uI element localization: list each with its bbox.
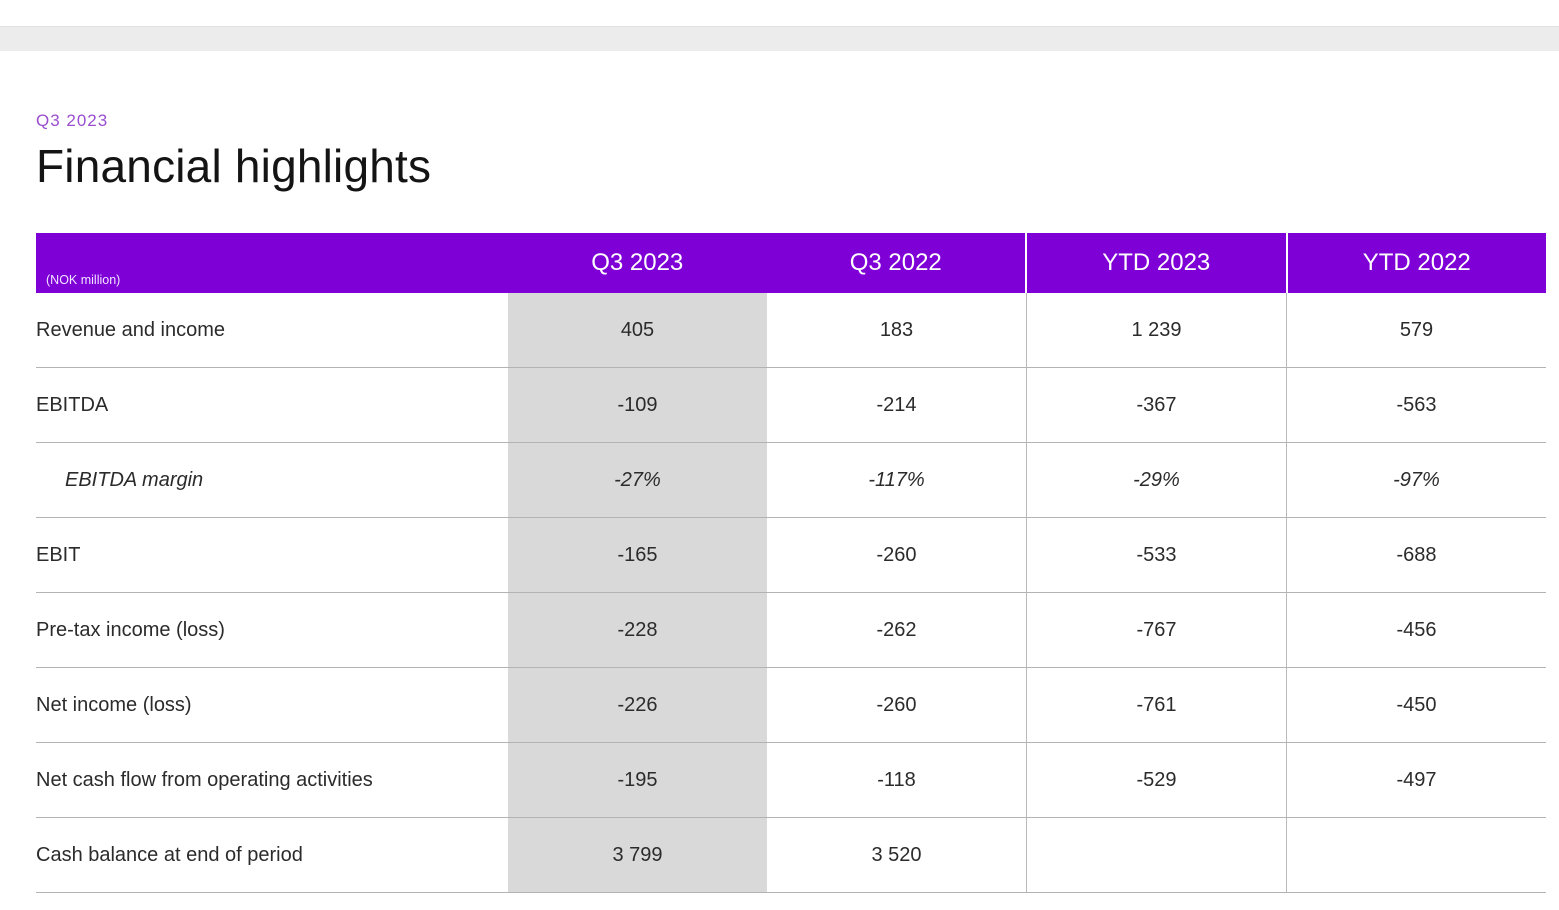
cell-value: -118 <box>877 768 916 791</box>
app-toolbar-strip <box>0 27 1559 51</box>
column-header-ytd-2022: YTD 2022 <box>1285 233 1547 293</box>
table-row-net-income: Net income (loss) -226 -260 -761 -450 <box>36 668 1546 743</box>
table-row-ebitda-margin: EBITDA margin -27% -117% -29% -97% <box>36 443 1546 518</box>
table-header-row: (NOK million) Q3 2023 Q3 2022 YTD 2023 Y… <box>36 233 1546 293</box>
cell-value: 3 799 <box>508 818 767 892</box>
table-row-revenue: Revenue and income 405 183 1 239 579 <box>36 293 1546 368</box>
row-label: Net income (loss) <box>36 693 192 716</box>
cell-value: -367 <box>1026 368 1286 442</box>
cell-value: 1 239 <box>1026 293 1286 367</box>
cell-value: -450 <box>1286 668 1546 742</box>
cell-value: 183 <box>879 318 914 341</box>
cell-value: -165 <box>508 518 767 592</box>
column-header-ytd-2023: YTD 2023 <box>1025 233 1286 293</box>
table-row-net-cash-flow: Net cash flow from operating activities … <box>36 743 1546 818</box>
column-header-q3-2023: Q3 2023 <box>591 249 684 276</box>
cell-value: -688 <box>1286 518 1546 592</box>
row-label: EBIT <box>36 543 81 566</box>
cell-value: -97% <box>1286 443 1546 517</box>
slide-label: Q3 2023 <box>36 111 109 130</box>
table-row-pretax-income: Pre-tax income (loss) -228 -262 -767 -45… <box>36 593 1546 668</box>
cell-value: -533 <box>1026 518 1286 592</box>
cell-value: -27% <box>508 443 767 517</box>
row-label: Pre-tax income (loss) <box>36 618 225 641</box>
cell-value: -456 <box>1286 593 1546 667</box>
table-header-unit-cell: (NOK million) <box>36 233 508 293</box>
row-label: Net cash flow from operating activities <box>36 768 373 791</box>
cell-value: 405 <box>508 293 767 367</box>
row-label: Revenue and income <box>36 318 226 341</box>
table-row-ebitda: EBITDA -109 -214 -367 -563 <box>36 368 1546 443</box>
cell-value <box>1026 818 1286 892</box>
cell-value: -761 <box>1026 668 1286 742</box>
cell-value: -109 <box>508 368 767 442</box>
cell-value: -195 <box>508 743 767 817</box>
cell-value: -228 <box>508 593 767 667</box>
row-label: Cash balance at end of period <box>36 843 303 866</box>
column-header-q3-2022: Q3 2022 <box>849 249 942 276</box>
cell-value: -29% <box>1026 443 1286 517</box>
cell-value: -262 <box>876 618 917 641</box>
cell-value: -260 <box>876 543 917 566</box>
unit-note: (NOK million) <box>46 273 121 287</box>
table-row-cash-balance: Cash balance at end of period 3 799 3 52… <box>36 818 1546 893</box>
cell-value <box>1286 818 1546 892</box>
page-title: Financial highlights <box>36 140 432 192</box>
cell-value: 579 <box>1286 293 1546 367</box>
row-label: EBITDA <box>36 393 109 416</box>
cell-value: -563 <box>1286 368 1546 442</box>
cell-value: -260 <box>876 693 917 716</box>
table-row-ebit: EBIT -165 -260 -533 -688 <box>36 518 1546 593</box>
cell-value: -497 <box>1286 743 1546 817</box>
cell-value: -529 <box>1026 743 1286 817</box>
financial-highlights-table: (NOK million) Q3 2023 Q3 2022 YTD 2023 Y… <box>36 233 1546 893</box>
cell-value: 3 520 <box>871 843 922 866</box>
cell-value: -117% <box>868 468 925 491</box>
cell-value: -214 <box>876 393 917 416</box>
row-label: EBITDA margin <box>65 468 204 491</box>
app-chrome-bar <box>0 0 1559 27</box>
slide-canvas: Q3 2023 Financial highlights (NOK millio… <box>0 111 1559 893</box>
cell-value: -226 <box>508 668 767 742</box>
cell-value: -767 <box>1026 593 1286 667</box>
